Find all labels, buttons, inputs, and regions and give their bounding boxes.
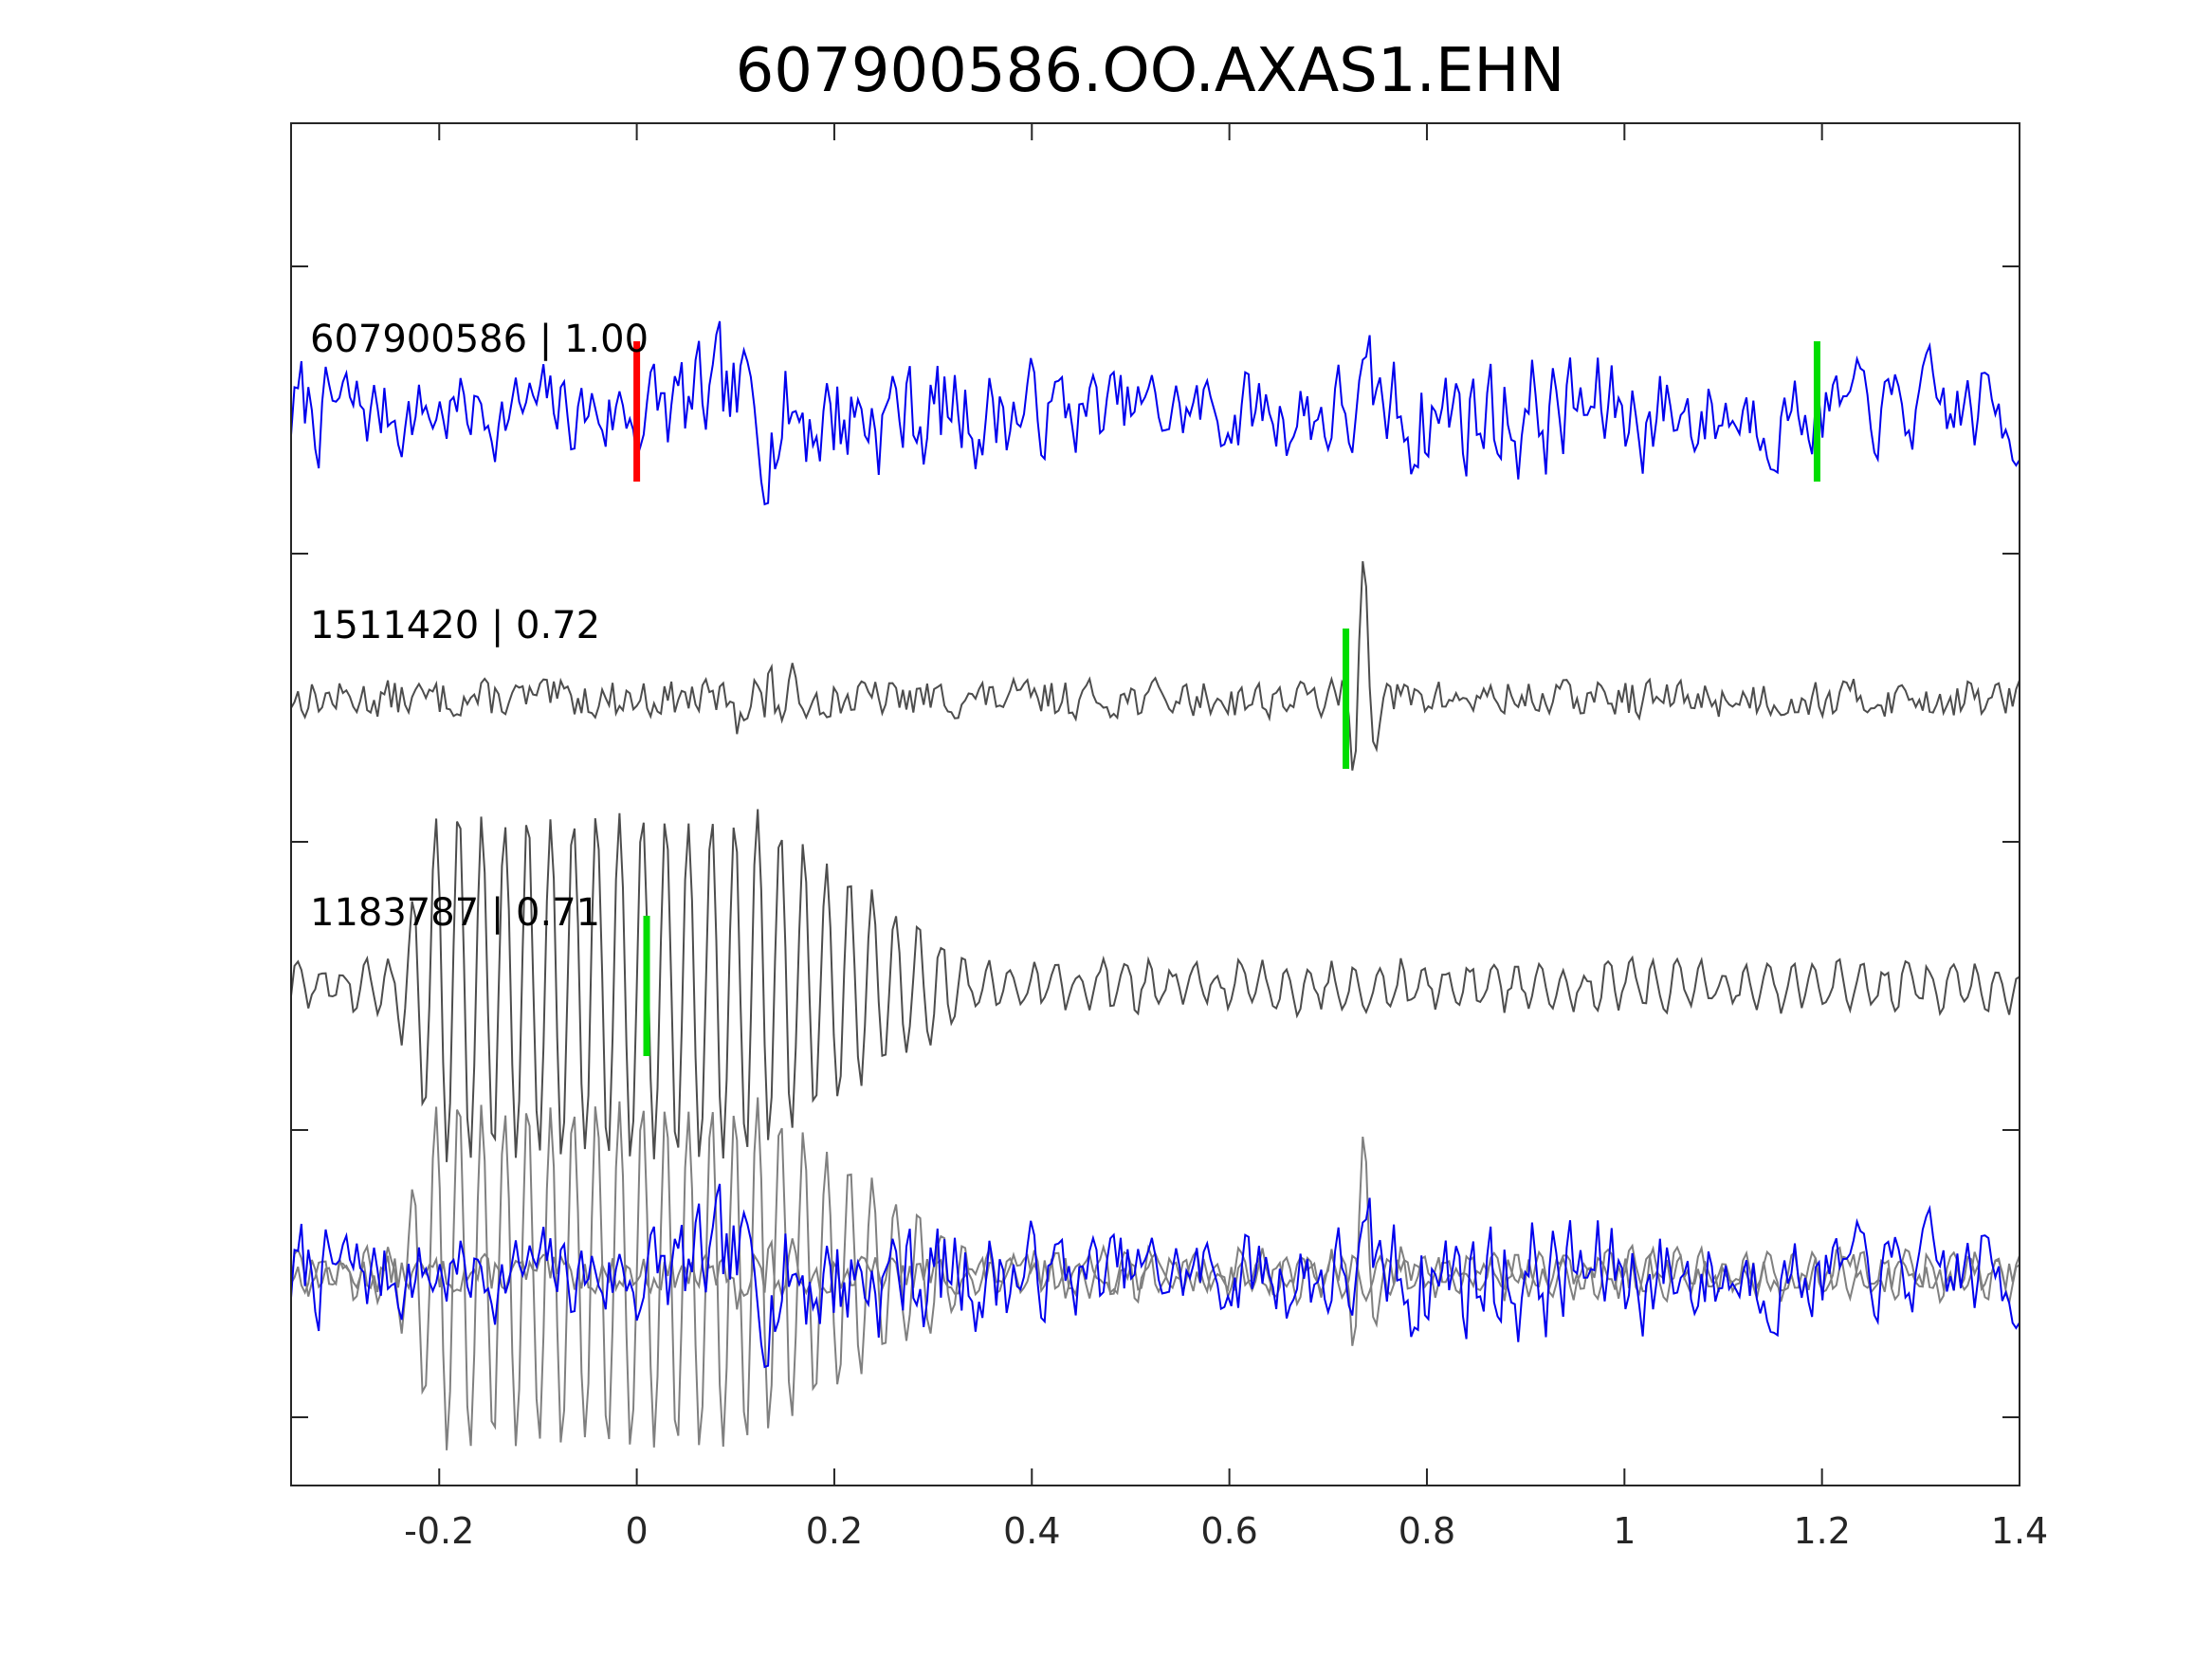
x-tick-label: 1.2: [1793, 1510, 1850, 1552]
trace-line-2: [290, 560, 2020, 771]
x-tick-label: 0.6: [1200, 1510, 1257, 1552]
x-tick-label: 1.4: [1991, 1510, 2048, 1552]
overlay-line-1: [290, 1183, 2020, 1369]
trace-line-1: [290, 320, 2020, 506]
x-tick-label: 0.4: [1003, 1510, 1060, 1552]
ticks-layer: -0.2 0 0.2 0.4 0.6 0.8 1 1.2 1.4: [291, 123, 2048, 1552]
trace-label-1: 607900586 | 1.00: [310, 318, 649, 361]
x-tick-label: -0.2: [404, 1510, 474, 1552]
x-tick-label: 1: [1613, 1510, 1636, 1552]
x-tick-label: 0: [626, 1510, 649, 1552]
traces-layer: [290, 320, 2020, 1450]
trace-label-3: 1183787 | 0.71: [310, 891, 600, 935]
chart-title: 607900586.OO.AXAS1.EHN: [736, 36, 1565, 106]
trace-label-2: 1511420 | 0.72: [310, 604, 600, 647]
trace-line-3: [290, 809, 2020, 1162]
x-tick-label: 0.8: [1398, 1510, 1455, 1552]
x-tick-label: 0.2: [806, 1510, 863, 1552]
plot-frame: [290, 122, 2020, 1486]
picks-layer: [633, 341, 1820, 1056]
